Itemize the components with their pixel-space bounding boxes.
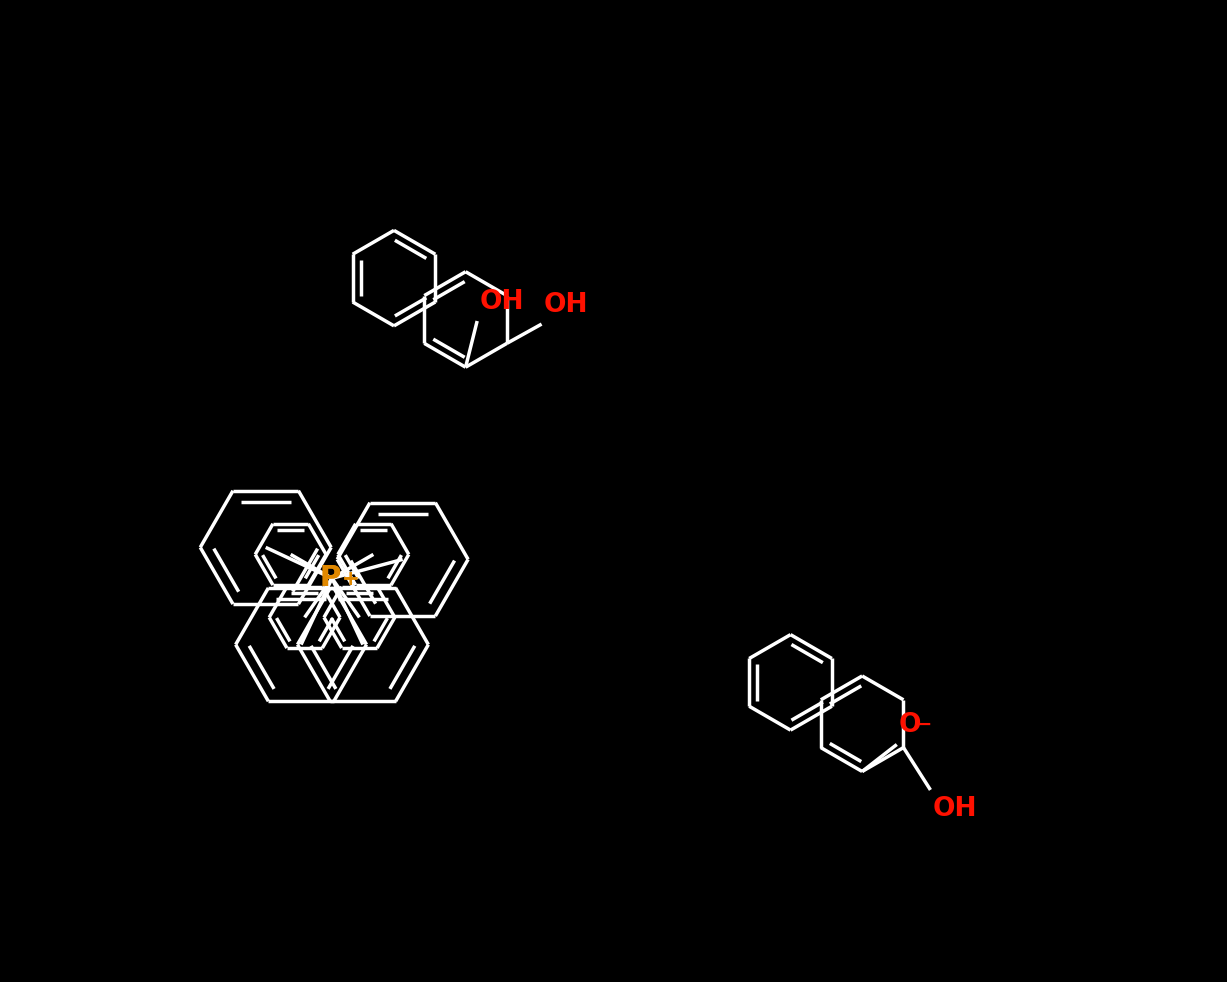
Text: P: P [319,565,340,592]
Text: O: O [899,712,921,738]
Text: +: + [342,569,360,589]
Text: P: P [319,565,340,592]
Text: OH: OH [480,289,524,315]
Text: −: − [917,715,933,734]
Text: +: + [342,569,360,589]
Text: OH: OH [544,292,589,318]
Text: OH: OH [933,796,977,822]
